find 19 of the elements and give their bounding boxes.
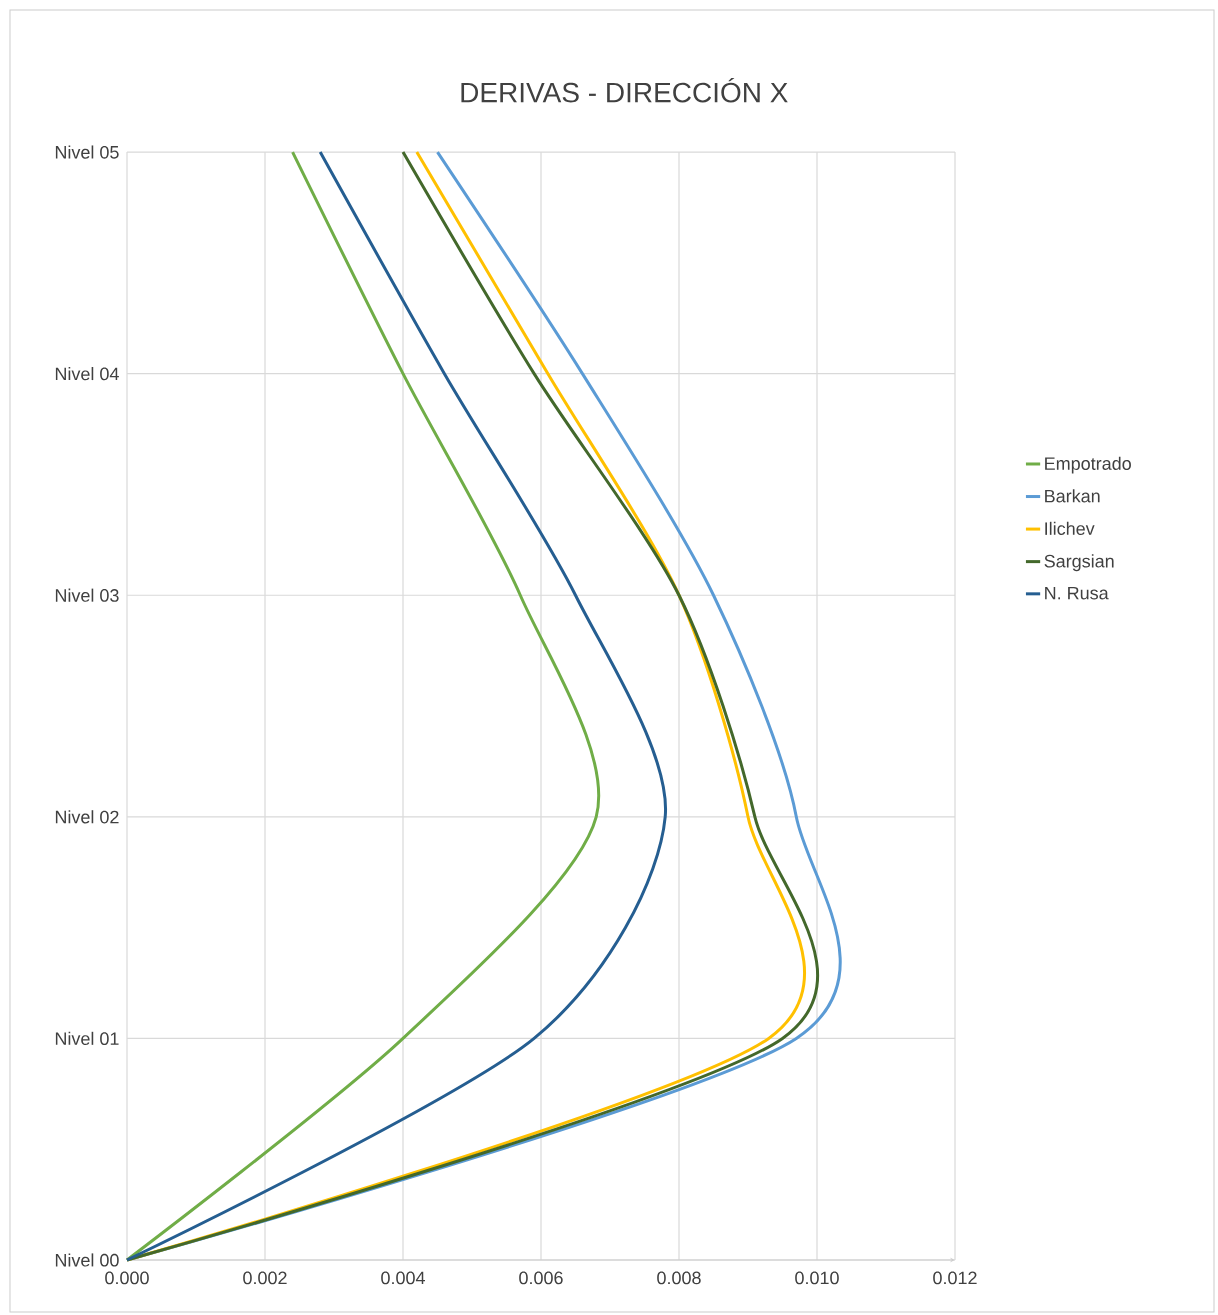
x-tick-label: 0.006: [519, 1271, 563, 1285]
x-tick-label: 0.012: [933, 1271, 977, 1285]
legend-label: Ilichev: [1045, 521, 1095, 536]
y-tick-label: Nivel 02: [55, 810, 119, 824]
chart-title: DERIVAS - DIRECCIÓN X: [461, 77, 788, 103]
y-tick-label: Nivel 03: [55, 588, 119, 602]
x-tick-label: 0.010: [795, 1271, 839, 1285]
y-tick-label: Nivel 00: [55, 1253, 119, 1267]
x-tick-label: 0.008: [657, 1271, 701, 1285]
x-tick-label: 0.000: [105, 1271, 149, 1285]
x-tick-label: 0.004: [381, 1271, 425, 1285]
legend-label: N. Rusa: [1045, 586, 1109, 600]
y-tick-label: Nivel 05: [55, 145, 119, 159]
legend-label: Sargsian: [1044, 554, 1114, 572]
y-tick-label: Nivel 01: [55, 1031, 119, 1046]
x-tick-label: 0.002: [243, 1271, 287, 1285]
legend-label: Empotrado: [1045, 456, 1131, 474]
legend-label: Barkan: [1045, 489, 1100, 503]
y-tick-label: Nivel 04: [55, 367, 119, 381]
